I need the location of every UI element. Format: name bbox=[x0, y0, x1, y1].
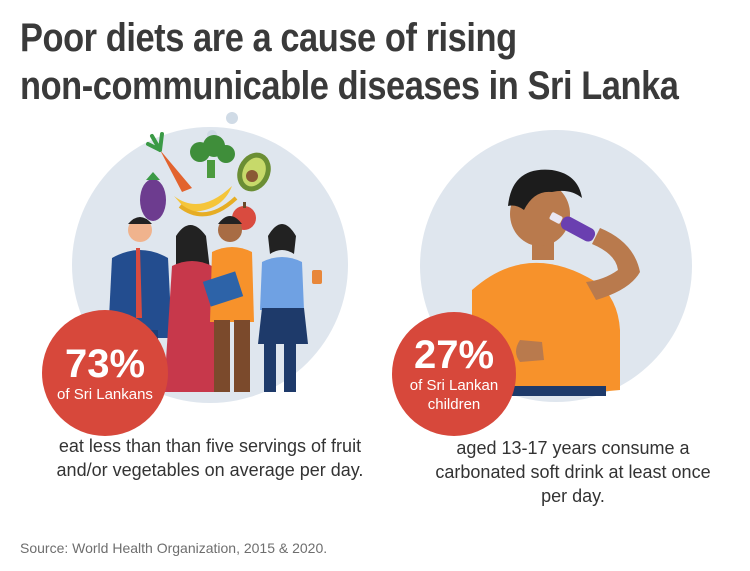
right-stat-label-line-1: of Sri Lankan bbox=[409, 377, 499, 394]
page-title: Poor diets are a cause of rising non-com… bbox=[20, 14, 679, 110]
right-description: aged 13-17 years consume a carbonated so… bbox=[435, 438, 711, 506]
right-stat-badge: 27% of Sri Lankan children bbox=[392, 312, 516, 436]
left-stat-label: of Sri Lankans bbox=[57, 385, 153, 403]
left-stat-percent: 73% bbox=[64, 341, 146, 386]
left-description: eat less than than five servings of frui… bbox=[56, 436, 364, 480]
right-stat-label-line-2: children bbox=[427, 396, 481, 413]
source-note: Source: World Health Organization, 2015 … bbox=[20, 540, 328, 556]
right-stat-percent: 27% bbox=[413, 333, 495, 377]
left-stat-badge: 73% of Sri Lankans bbox=[42, 310, 168, 436]
title-line-1: Poor diets are a cause of rising bbox=[20, 16, 517, 60]
title-line-2: non-communicable diseases in Sri Lanka bbox=[20, 64, 679, 108]
